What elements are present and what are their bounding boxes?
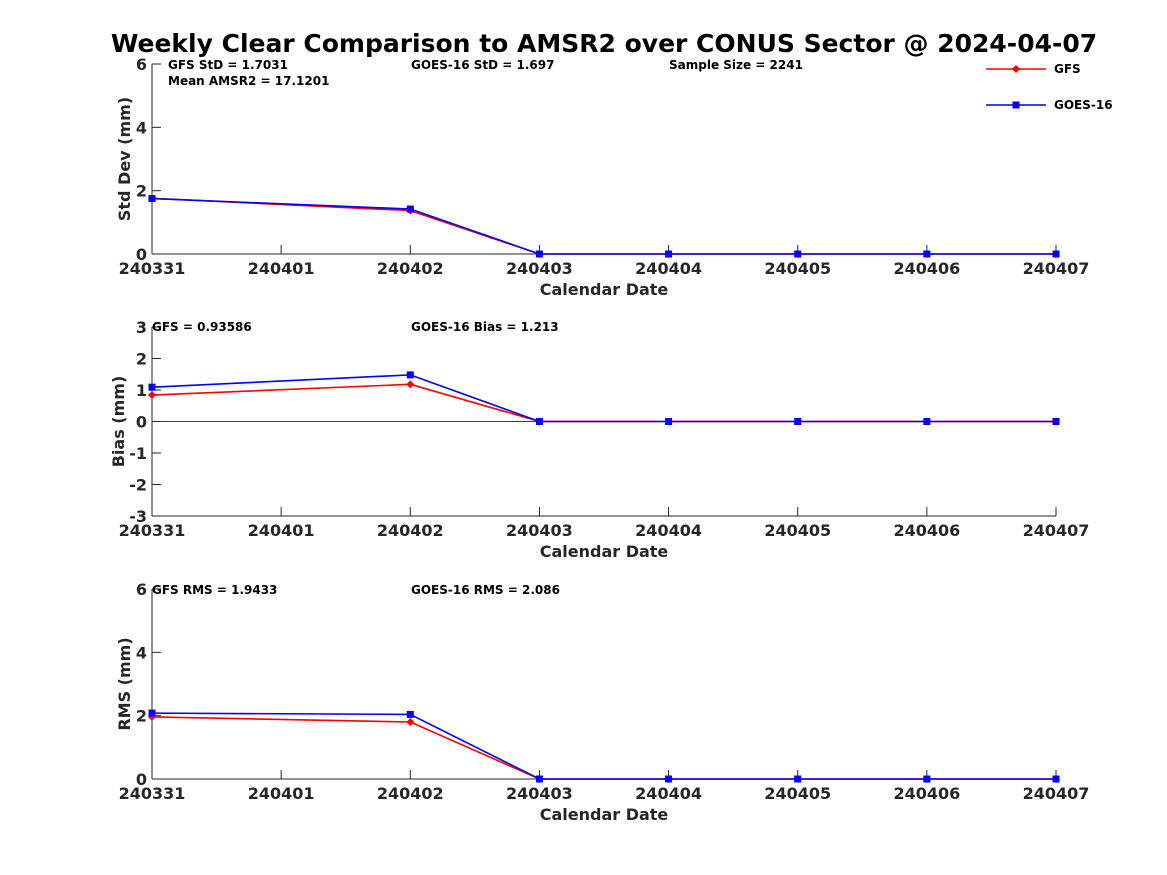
x-tick-label: 240404 [635,259,702,278]
series-goes-16 [148,195,1060,258]
data-point [148,383,156,391]
series-line [151,716,1056,780]
y-axis-label: RMS (mm) [115,637,134,730]
stat-annotation: Sample Size = 2241 [669,58,803,72]
x-tick-label: 240406 [893,259,960,278]
y-tick-label: 6 [136,55,147,74]
data-point [406,371,414,379]
legend-label: GOES-16 [1054,98,1113,112]
x-tick-label: 240404 [635,521,702,540]
x-tick-label: 240405 [764,521,831,540]
x-tick-label: 240331 [119,784,186,803]
data-point [665,250,673,258]
stat-annotation: GFS RMS = 1.9433 [152,583,277,597]
x-tick-label: 240407 [1023,521,1090,540]
x-tick-label: 240403 [506,521,573,540]
data-point [1052,418,1060,425]
y-tick-label: 0 [136,413,147,432]
data-point [794,418,802,425]
data-point [923,250,931,258]
x-axis-label: Calendar Date [540,542,669,561]
y-axis-label: Std Dev (mm) [115,97,134,221]
series-line [151,197,1056,255]
legend: GFS GOES-16 [986,62,1113,112]
data-point [148,195,156,203]
data-point [794,775,802,783]
series-line [151,383,1056,423]
x-tick-label: 240403 [506,784,573,803]
data-point [794,250,802,258]
y-tick-label: -1 [129,444,147,463]
stat-annotation: GOES-16 RMS = 2.086 [411,583,560,597]
stat-annotation: Mean AMSR2 = 17.1201 [168,74,329,88]
data-point [148,709,156,717]
x-tick-label: 240402 [377,521,444,540]
series-gfs [148,712,1060,783]
data-point [535,250,543,258]
panel-1: 240331 240401 240402 240403 240404 240405 2404… [115,55,1089,299]
data-point [665,418,673,425]
stat-annotation: GFS StD = 1.7031 [168,58,288,72]
panel-2: 240331 240401 240402 240403 240404 240405 2404… [109,318,1089,561]
panel-3: 240331 240401 240402 240403 240404 240405 2404… [115,580,1089,824]
data-point [1052,250,1060,258]
x-tick-label: 240401 [248,521,315,540]
stat-annotation: GOES-16 Bias = 1.213 [411,320,559,334]
series-line [151,197,1056,255]
y-tick-label: 0 [136,245,147,264]
y-tick-label: -2 [129,476,147,495]
stat-annotation: GOES-16 StD = 1.697 [411,58,554,72]
x-tick-label: 240331 [119,259,186,278]
data-point [406,710,414,718]
y-tick-label: 2 [136,182,147,201]
y-tick-label: 0 [136,770,147,789]
x-tick-label: 240405 [764,784,831,803]
x-tick-label: 240407 [1023,259,1090,278]
data-point [923,418,931,425]
stat-annotation: GFS = 0.93586 [152,320,252,334]
data-point [535,418,543,425]
x-tick-label: 240402 [377,784,444,803]
y-tick-label: 4 [136,643,147,662]
legend-label: GFS [1054,62,1081,76]
data-point [1052,775,1060,783]
y-tick-label: 4 [136,118,147,137]
x-tick-label: 240406 [893,784,960,803]
chart-title: Weekly Clear Comparison to AMSR2 over CO… [111,29,1097,58]
y-tick-label: 6 [136,580,147,599]
data-point [406,380,415,389]
series-line [151,374,1056,423]
y-tick-label: 1 [136,381,147,400]
y-axis-label: Bias (mm) [109,376,128,468]
x-tick-label: 240401 [248,259,315,278]
data-point [406,718,415,726]
series-line [151,712,1056,780]
x-tick-label: 240403 [506,259,573,278]
y-tick-label: 3 [136,318,147,337]
y-tick-label: 2 [136,707,147,726]
x-tick-label: 240331 [119,521,186,540]
data-point [923,775,931,783]
series-goes-16 [148,709,1060,783]
data-point [148,391,156,400]
x-tick-label: 240402 [377,259,444,278]
series-gfs [148,380,1060,426]
data-point [535,775,543,783]
legend-marker [1012,65,1020,73]
x-tick-label: 240401 [248,784,315,803]
data-point [665,775,673,783]
x-tick-label: 240404 [635,784,702,803]
data-point [406,205,414,213]
y-tick-label: -3 [129,507,147,526]
x-tick-label: 240405 [764,259,831,278]
x-tick-label: 240406 [893,521,960,540]
y-tick-label: 2 [136,350,147,369]
legend-marker [1012,101,1020,109]
x-axis-label: Calendar Date [540,280,669,299]
series-goes-16 [148,371,1060,425]
x-axis-label: Calendar Date [540,805,669,824]
x-tick-label: 240407 [1023,784,1090,803]
